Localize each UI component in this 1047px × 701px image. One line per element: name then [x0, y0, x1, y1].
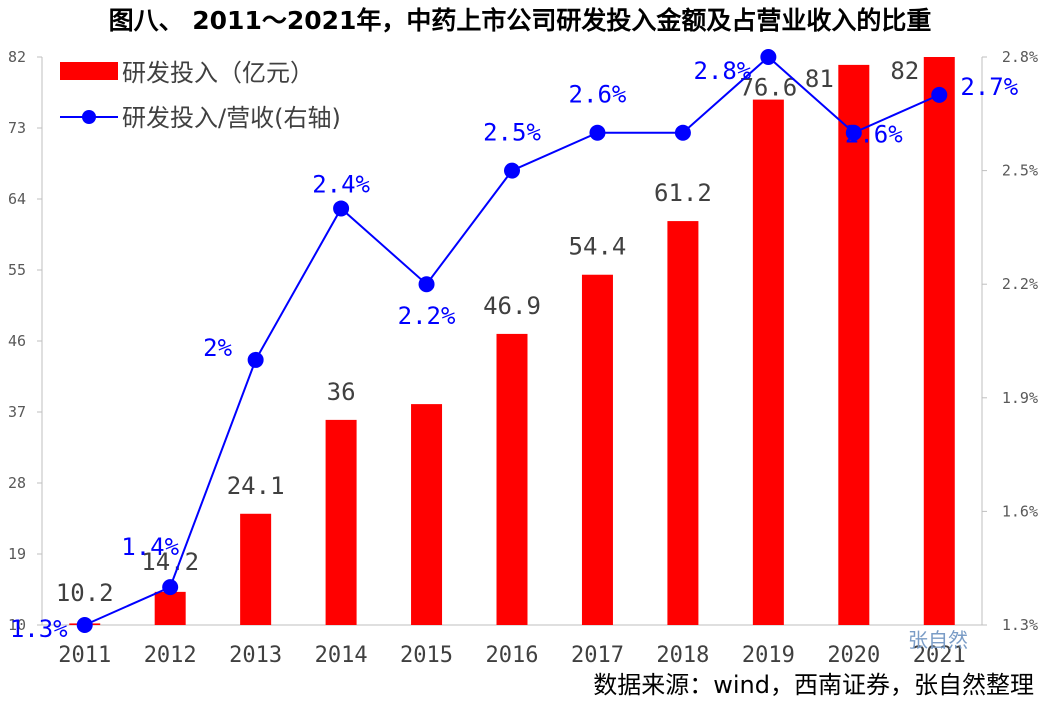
ratio-point-2021: [931, 86, 948, 103]
bar-data-labels: 10.2 14.2 24.1 36 46.9 54.4 61.2 76.6 81 82: [56, 57, 919, 607]
bar-2018: [667, 221, 699, 626]
right-axis-tick-label: 1.6%: [1002, 502, 1038, 520]
legend-line-label: 研发投入/营收(右轴): [122, 104, 341, 132]
line-data-label: 1.3%: [10, 615, 68, 643]
legend-bar-swatch: [60, 62, 118, 80]
line-data-label: 2.6%: [569, 81, 627, 109]
bar-data-label: 46.9: [483, 292, 541, 320]
watermark: 张自然: [908, 628, 968, 652]
bar-2015: [411, 404, 443, 625]
x-axis-tick-label: 2019: [742, 643, 795, 668]
ratio-point-2018: [674, 124, 691, 141]
x-axis-tick-label: 2018: [656, 643, 709, 668]
x-axis-tick-label: 2017: [571, 643, 624, 668]
bar-data-label: 14.2: [141, 548, 199, 576]
line-data-label: 2%: [203, 334, 232, 362]
ratio-point-2016: [504, 162, 520, 179]
bar-2017: [581, 274, 613, 625]
right-axis-tick-label: 2.2%: [1002, 275, 1038, 293]
bar-2016: [496, 333, 528, 625]
bar-2021: [923, 57, 955, 625]
ratio-point-2015: [418, 276, 435, 293]
ratio-point-2013: [247, 351, 264, 368]
left-axis-tick-label: 28: [8, 474, 26, 492]
right-axis-tick-label: 1.9%: [1002, 389, 1038, 407]
left-axis-tick-label: 19: [8, 545, 26, 563]
right-axis-tick-label: 2.8%: [1002, 48, 1038, 66]
x-axis-tick-label: 2012: [144, 643, 197, 668]
bar-2012: [154, 591, 186, 625]
bar-data-label: 82: [890, 57, 919, 85]
right-axis-tick-label: 1.3%: [1002, 616, 1038, 634]
bar-2019: [752, 99, 784, 626]
right-axis-tick-label: 2.5%: [1002, 162, 1038, 180]
line-data-label: 2.6%: [845, 121, 903, 149]
bar-data-label: 36: [327, 378, 356, 406]
legend: 研发投入（亿元） 研发投入/营收(右轴): [60, 59, 341, 132]
bar-data-label: 76.6: [739, 74, 797, 102]
x-axis-tick-label: 2020: [827, 643, 880, 668]
line-series: [76, 49, 948, 633]
legend-bar-label: 研发投入（亿元）: [122, 59, 314, 87]
x-axis-tick-label: 2011: [58, 643, 111, 668]
left-axis-tick-label: 10: [8, 616, 26, 634]
bar-data-label: 81: [805, 65, 834, 93]
line-data-label: 1.4%: [121, 533, 179, 561]
bar-data-label: 61.2: [654, 179, 712, 207]
x-axis-tick-label: 2015: [400, 643, 453, 668]
bar-2014: [325, 419, 357, 625]
axes: 10 19 28 37 46 55 64 73 82 1.3% 1.6% 1.9% 2.2% 2.5% 2.…: [8, 48, 1038, 634]
left-axis-tick-label: 46: [8, 332, 26, 350]
x-axis-tick-label: 2013: [229, 643, 282, 668]
ratio-point-2020: [845, 124, 862, 141]
line-data-label: 2.7%: [960, 73, 1018, 101]
line-data-label: 2.8%: [693, 57, 751, 85]
ratio-point-2011: [76, 617, 93, 633]
bar-data-label: 10.2: [56, 579, 114, 607]
source-note: 数据来源：wind，西南证券，张自然整理: [593, 671, 1034, 699]
line-data-label: 2.4%: [312, 170, 370, 198]
ratio-point-2019: [760, 49, 777, 65]
x-axis-tick-label: 2016: [486, 643, 539, 668]
legend-line-marker: [82, 110, 96, 124]
ratio-point-2012: [162, 579, 179, 596]
left-axis-tick-label: 82: [8, 48, 26, 66]
left-axis-tick-label: 37: [8, 403, 26, 421]
x-axis-tick-label: 2014: [315, 643, 368, 668]
chart-title: 图八、 2011～2021年，中药上市公司研发投入金额及占营业收入的比重: [109, 6, 932, 35]
line-data-label: 2.5%: [483, 119, 541, 147]
line-data-labels: 1.3% 1.4% 2% 2.4% 2.2% 2.5% 2.6% 2.8% 2.6% 2.7%: [10, 57, 1019, 643]
bar-2020: [838, 64, 870, 625]
bar-2013: [240, 513, 272, 625]
left-axis-tick-label: 73: [8, 119, 26, 137]
bar-series: [69, 57, 955, 626]
x-axis-tick-labels: 2011 2012 2013 2014 2015 2016 2017 2018 2019 2020…: [58, 643, 966, 668]
bar-data-label: 24.1: [227, 472, 285, 500]
ratio-point-2017: [589, 124, 606, 141]
line-data-label: 2.2%: [398, 302, 456, 330]
left-axis-tick-label: 55: [8, 261, 26, 279]
left-axis-tick-label: 64: [8, 190, 26, 208]
ratio-point-2014: [333, 200, 350, 217]
bar-data-label: 54.4: [569, 233, 627, 261]
x-axis-tick-label: 2021: [913, 643, 966, 668]
